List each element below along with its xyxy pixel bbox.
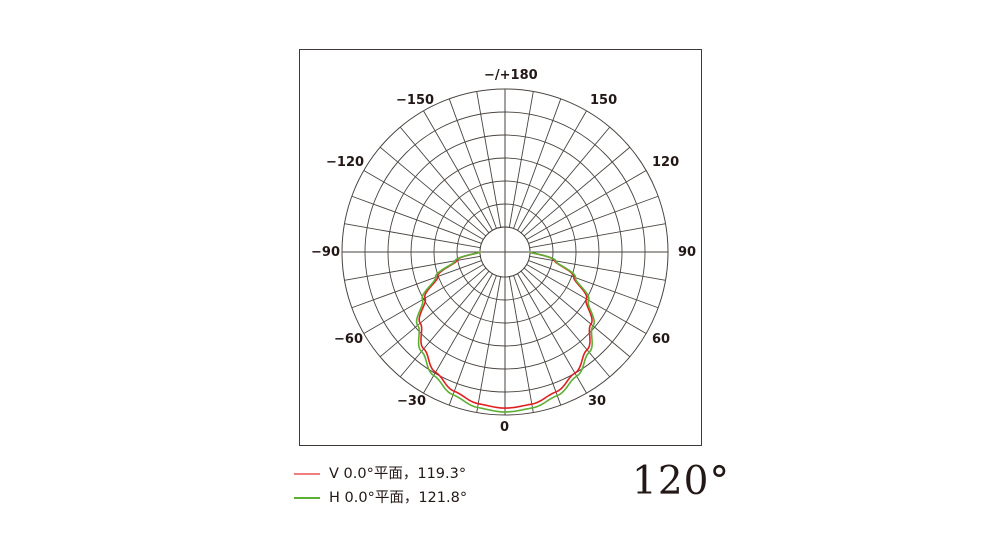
legend-item-v: V 0.0°平面，119.3° [294, 462, 594, 486]
angle-label-90: 90 [678, 245, 697, 260]
angle-label-0: 0 [500, 420, 510, 435]
legend-item-h: H 0.0°平面，121.8° [294, 486, 594, 510]
angle-label-180: −/+180 [484, 68, 538, 83]
angle-label-120: 120 [652, 155, 680, 170]
angle-label-m90: −90 [311, 245, 340, 260]
legend: V 0.0°平面，119.3° H 0.0°平面，121.8° [294, 462, 594, 510]
angle-label-m150: −150 [396, 93, 435, 108]
angle-label-30: 30 [588, 394, 607, 409]
legend-swatch-v-icon [294, 473, 320, 475]
angle-label-m120: −120 [326, 155, 365, 170]
angle-label-m60: −60 [334, 332, 363, 347]
plot-frame [299, 49, 702, 446]
legend-label-v: V 0.0°平面，119.3° [329, 465, 467, 482]
legend-label-h: H 0.0°平面，121.8° [329, 489, 468, 506]
angle-label-m30: −30 [397, 394, 426, 409]
beam-angle-value: 120° [632, 459, 730, 504]
angle-label-60: 60 [652, 332, 671, 347]
angle-label-150: 150 [590, 93, 618, 108]
legend-swatch-h-icon [294, 497, 320, 499]
